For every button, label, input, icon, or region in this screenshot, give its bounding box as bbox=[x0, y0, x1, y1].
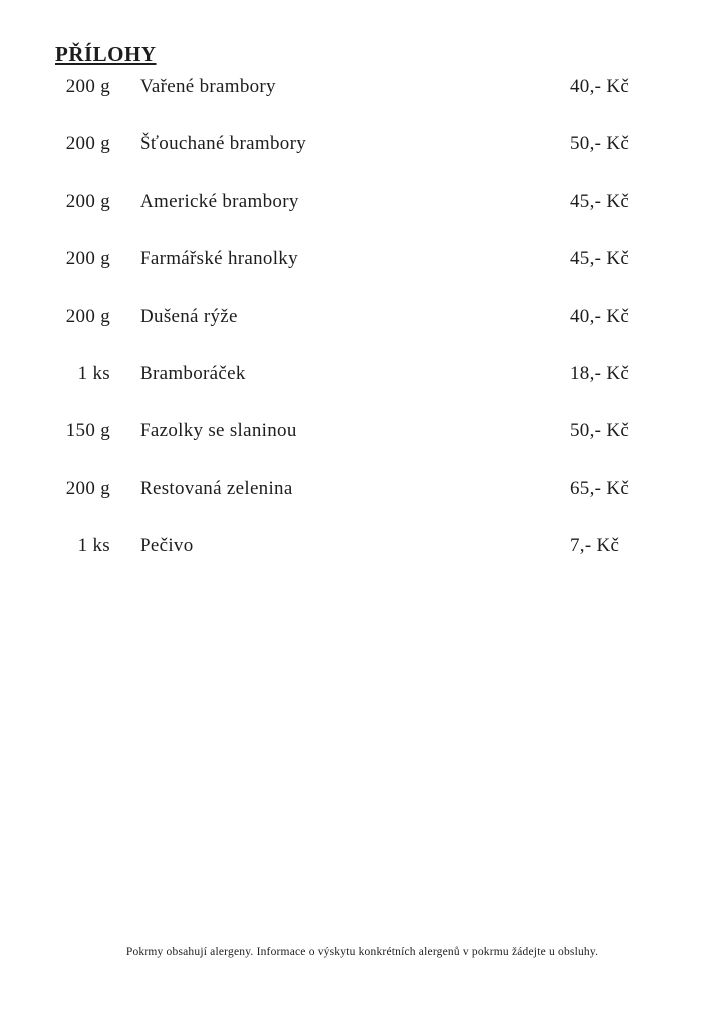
menu-item-row: 1 ks Bramboráček 18,- Kč bbox=[0, 363, 724, 420]
item-price: 18,- Kč bbox=[570, 362, 630, 384]
item-quantity: 1 ks bbox=[77, 362, 110, 384]
item-quantity: 200 g bbox=[65, 305, 110, 327]
allergen-notice: Pokrmy obsahují alergeny. Informace o vý… bbox=[125, 946, 599, 958]
item-name: Bramboráček bbox=[140, 362, 246, 384]
menu-item-row: 1 ks Pečivo 7,- Kč bbox=[0, 535, 724, 592]
item-quantity: 150 g bbox=[65, 420, 110, 442]
item-quantity: 200 g bbox=[65, 477, 110, 499]
item-price: 50,- Kč bbox=[570, 133, 630, 155]
item-name: Restovaná zelenina bbox=[140, 477, 293, 499]
item-quantity: 200 g bbox=[65, 76, 110, 97]
item-name: Fazolky se slaninou bbox=[140, 420, 297, 442]
item-name: Dušená rýže bbox=[140, 305, 238, 327]
item-name: Vařené brambory bbox=[140, 76, 276, 97]
item-quantity: 200 g bbox=[65, 133, 110, 155]
menu-item-row: 200 g Šťouchané brambory 50,- Kč bbox=[0, 133, 724, 190]
menu-item-row: 200 g Restovaná zelenina 65,- Kč bbox=[0, 478, 724, 535]
item-name: Americké brambory bbox=[140, 190, 299, 212]
item-name: Šťouchané brambory bbox=[140, 133, 306, 155]
item-quantity: 200 g bbox=[65, 190, 110, 212]
menu-item-row: 200 g Farmářské hranolky 45,- Kč bbox=[0, 248, 724, 305]
menu-item-row: 150 g Fazolky se slaninou 50,- Kč bbox=[0, 420, 724, 477]
menu-item-row: 200 g Americké brambory 45,- Kč bbox=[0, 191, 724, 248]
item-quantity: 1 ks bbox=[77, 535, 110, 557]
page-title: PŘÍLOHY bbox=[55, 42, 157, 66]
menu-item-row: 200 g Dušená rýže 40,- Kč bbox=[0, 306, 724, 363]
item-price: 65,- Kč bbox=[570, 477, 630, 499]
menu-items-list: 200 g Vařené brambory 40,- Kč 200 g Šťouchan… bbox=[0, 76, 724, 593]
item-price: 45,- Kč bbox=[570, 190, 630, 212]
item-name: Farmářské hranolky bbox=[140, 248, 298, 270]
item-quantity: 200 g bbox=[65, 248, 110, 270]
item-price: 7,- Kč bbox=[570, 535, 620, 557]
item-price: 40,- Kč bbox=[570, 76, 630, 97]
item-price: 45,- Kč bbox=[570, 248, 630, 270]
menu-item-row: 200 g Vařené brambory 40,- Kč bbox=[0, 76, 724, 133]
item-price: 50,- Kč bbox=[570, 420, 630, 442]
item-price: 40,- Kč bbox=[570, 305, 630, 327]
item-name: Pečivo bbox=[140, 535, 194, 557]
